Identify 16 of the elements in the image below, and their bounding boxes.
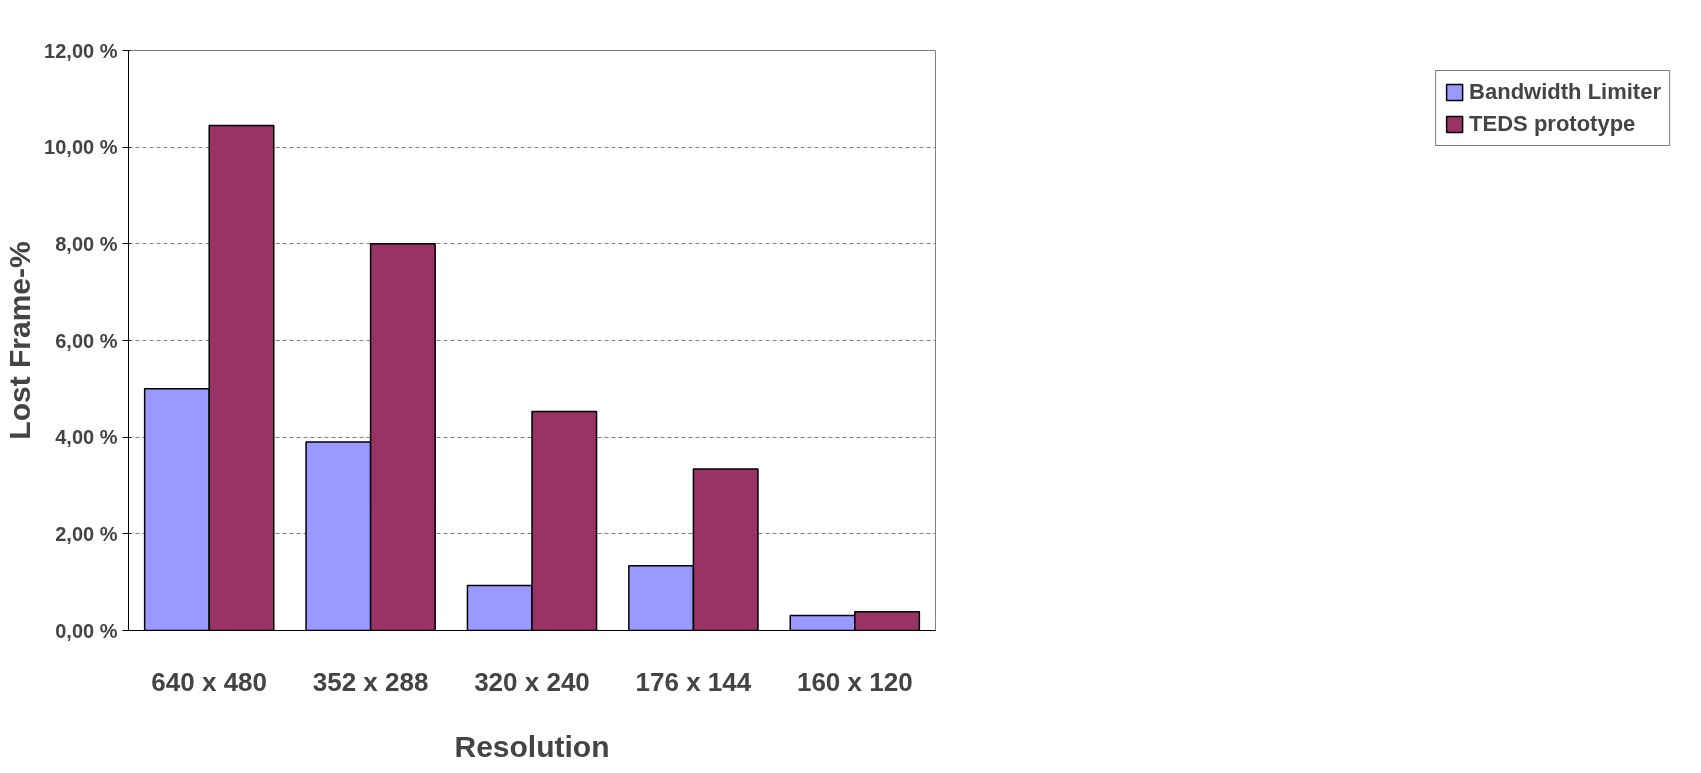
x-tick-label: 160 x 120 (796, 666, 913, 697)
y-tick-label: 0,00 % (55, 619, 118, 642)
y-tick-label: 8,00 % (55, 232, 118, 255)
x-tick-label: 640 x 480 (151, 666, 268, 697)
legend-label: TEDS prototype (1469, 111, 1636, 137)
y-tick-label: 4,00 % (55, 426, 118, 449)
x-tick-label: 176 x 144 (635, 666, 752, 697)
x-tick-label: 352 x 288 (312, 666, 429, 697)
y-tick-label: 2,00 % (55, 522, 118, 545)
x-tick-label: 320 x 240 (474, 666, 590, 697)
y-tick-label: 12,00 % (44, 39, 118, 62)
x-axis-title: Resolution (454, 729, 610, 763)
y-axis-title: Lost Frame-% (3, 241, 37, 440)
y-tick-label: 10,00 % (44, 136, 118, 159)
y-tick-label: 6,00 % (55, 329, 118, 352)
legend-label: Bandwidth Limiter (1469, 79, 1661, 105)
